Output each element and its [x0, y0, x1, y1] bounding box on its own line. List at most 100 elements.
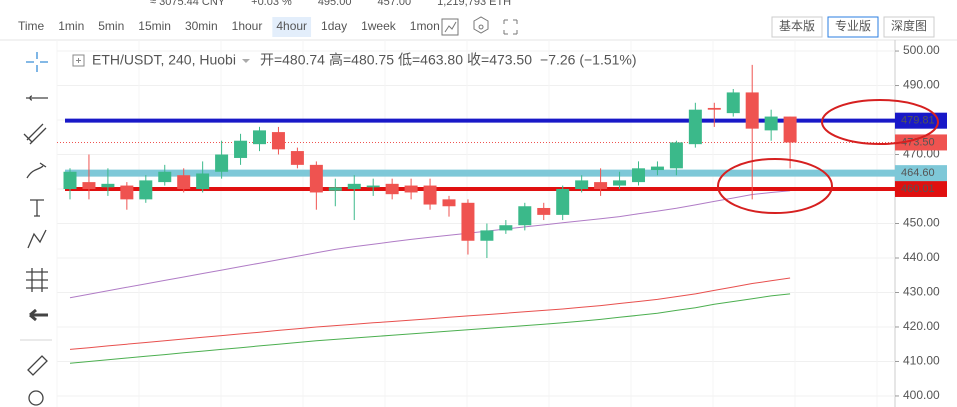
pattern-tool[interactable]	[27, 229, 47, 249]
toolbar-icon[interactable]	[441, 18, 459, 36]
legend-text: 480.74	[282, 52, 325, 68]
level-tag	[895, 112, 947, 129]
plot: 400.00 410.00 420.00 430.00 440.00 450.00 460.…	[56, 40, 947, 407]
candle-body	[196, 173, 210, 190]
y-tick-label: 440.00	[903, 250, 940, 264]
interval-button[interactable]: 1min	[58, 19, 84, 33]
toolbar-icon[interactable]	[473, 16, 489, 34]
moving-average	[69, 190, 791, 299]
interval-button[interactable]: 4hour	[276, 19, 307, 33]
candle-body	[271, 132, 285, 150]
interval-button[interactable]: 1mon	[410, 19, 440, 33]
legend-text: 高=	[329, 52, 351, 68]
candle-body	[63, 171, 77, 190]
candle-body	[480, 230, 494, 241]
candle-body	[745, 92, 759, 129]
candle-body	[253, 130, 266, 145]
legend-text: 低=	[398, 52, 420, 68]
candle-body	[120, 185, 134, 200]
level-label: 479.81	[901, 115, 935, 127]
annotation-circle	[717, 158, 833, 214]
candle-body	[139, 180, 153, 200]
interval-button[interactable]: 30min	[185, 19, 218, 33]
candle-body	[632, 168, 645, 183]
active-interval-bg	[272, 17, 312, 37]
y-tick-label: 500.00	[903, 43, 940, 57]
interval-button[interactable]: 5min	[98, 19, 124, 33]
hide-tool[interactable]	[29, 308, 48, 322]
legend-toggle[interactable]	[72, 54, 85, 67]
annotation-circle	[821, 99, 939, 145]
interval-button[interactable]: 1day	[321, 19, 347, 33]
level-tag	[895, 165, 947, 182]
line-tool[interactable]	[26, 95, 48, 101]
toolbar: ≈ 3075.44 CNY +0.03 % 495.00 457.00 1,219,79…	[18, 0, 935, 38]
toolbar-icon[interactable]	[503, 19, 518, 35]
candle-body	[594, 182, 608, 190]
candle-body	[650, 166, 664, 171]
candle-body	[101, 183, 115, 188]
level-label: 464.60	[901, 167, 935, 179]
candle-body	[158, 171, 172, 183]
legend-text: 480.75	[351, 52, 394, 68]
candle-body	[328, 187, 342, 191]
candle-body	[707, 107, 721, 110]
crosshair-tool[interactable]	[26, 52, 48, 72]
drawing-tools	[20, 52, 52, 406]
fib-tool[interactable]	[23, 123, 47, 145]
last-price-tag	[895, 134, 947, 151]
version-button[interactable]	[883, 16, 935, 38]
y-tick-label: 420.00	[903, 319, 940, 333]
brush-tool[interactable]	[26, 162, 47, 179]
candle-body	[177, 175, 191, 190]
legend-text: −7.26 (−1.51%)	[540, 52, 637, 68]
candle-body	[461, 202, 475, 241]
candle-body	[404, 185, 418, 193]
version-label: 专业版	[835, 18, 871, 33]
candle-body	[688, 109, 702, 145]
candle-body	[385, 183, 399, 195]
level-tag	[895, 180, 947, 197]
candle-body	[575, 180, 589, 190]
interval-button[interactable]: 1hour	[232, 19, 263, 33]
legend-text: ETH/USDT, 240, Huobi	[92, 52, 236, 68]
legend-toggle-plus	[76, 58, 81, 63]
candle-body	[442, 199, 456, 207]
version-label: 基本版	[779, 19, 815, 33]
version-button[interactable]	[827, 16, 879, 38]
interval-button[interactable]: Time	[18, 19, 45, 33]
legend-text: 收=	[467, 52, 489, 68]
candle-body	[82, 182, 96, 190]
moving-average	[69, 277, 791, 350]
y-tick-label: 450.00	[903, 216, 940, 230]
version-label: 深度图	[891, 18, 927, 33]
ticker-field: +0.03 %	[251, 0, 292, 8]
candle-body	[764, 116, 778, 131]
y-tick-label: 430.00	[903, 285, 940, 299]
candle-body	[215, 154, 229, 172]
candle-body	[518, 206, 532, 226]
candle-body	[669, 142, 683, 169]
candle-body	[556, 189, 570, 215]
ticker-field: 457.00	[377, 0, 411, 8]
candle-body	[783, 116, 797, 143]
candle-body	[613, 180, 627, 186]
zoom-tool[interactable]	[28, 390, 44, 406]
last-price-label: 473.50	[901, 136, 935, 148]
candle-body	[726, 92, 740, 114]
candle-body	[290, 151, 304, 165]
candle-body	[537, 207, 551, 215]
moving-average	[69, 293, 791, 364]
y-tick-label: 410.00	[903, 354, 940, 368]
candle-body	[499, 225, 513, 231]
ticker-field: 1,219,793 ETH	[437, 0, 511, 8]
ruler-tool[interactable]	[27, 355, 48, 376]
ticker-field: 495.00	[318, 0, 352, 8]
interval-button[interactable]: 1week	[361, 19, 397, 33]
text-tool[interactable]	[30, 199, 44, 217]
version-button[interactable]	[771, 16, 823, 38]
measure-tool[interactable]	[26, 268, 48, 292]
interval-button[interactable]: 15min	[138, 19, 171, 33]
